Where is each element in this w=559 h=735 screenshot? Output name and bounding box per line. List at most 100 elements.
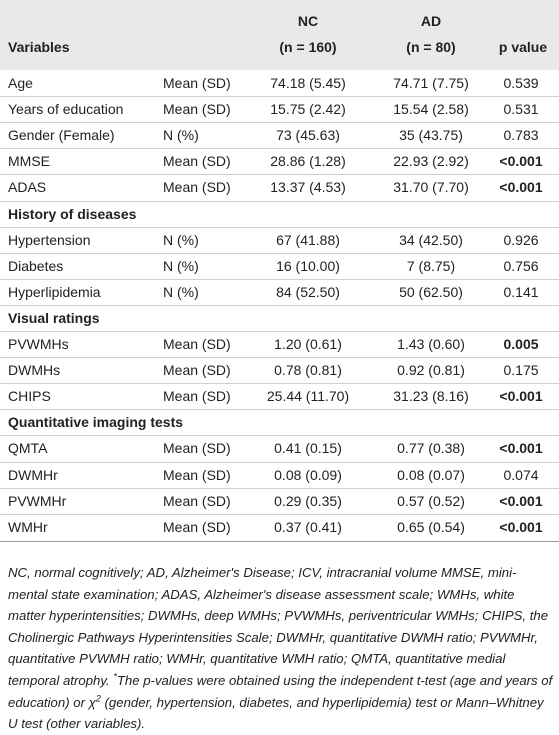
footnote-part: (gender, hypertension, diabetes, and hyp… [8,694,544,732]
variable: PVWMHr [8,492,67,509]
nc-value: 15.75 (2.42) [270,101,346,118]
variable: ADAS [8,179,47,196]
p-value: <0.001 [499,492,543,509]
ad-value: 31.70 (7.70) [393,179,469,196]
header-background [0,0,559,70]
variable: Gender (Female) [8,127,115,144]
p-value: 0.141 [503,283,539,300]
row-separator [0,487,559,489]
row-separator [0,383,559,385]
nc-value: 16 (10.00) [276,257,340,274]
header-ad-n: (n = 80) [406,39,456,55]
variable: PVWMHs [8,336,69,352]
p-value: 0.531 [503,101,539,118]
nc-value: 0.78 (0.81) [274,362,342,379]
variable: DWMHr [8,466,58,483]
p-value: <0.001 [499,388,543,405]
header-nc: NC [297,13,319,29]
variable: QMTA [8,440,48,457]
nc-value: 0.08 (0.09) [274,466,342,483]
header-nc-n: (n = 160) [279,39,337,55]
variable: DWMHs [8,362,61,379]
measure: Mean (SD) [163,518,231,535]
row-separator [0,304,559,306]
header-ad: AD [420,13,442,29]
p-value: 0.539 [503,75,539,91]
nc-value: 13.37 (4.53) [270,179,346,196]
ad-value: 0.65 (0.54) [397,518,465,535]
footnote: NC, normal cognitively; AD, Alzheimer's … [8,562,553,735]
ad-value: 0.92 (0.81) [397,362,465,379]
footnote-part: * [113,671,117,682]
ad-value: 31.23 (8.16) [393,388,469,405]
row-separator [0,278,559,280]
measure: Mean (SD) [163,388,231,405]
p-value: 0.756 [503,257,539,274]
row-separator [0,148,559,150]
variable: Hyperlipidemia [8,283,101,300]
header-variables: Variables [8,39,70,55]
ad-value: 15.54 (2.58) [393,101,469,118]
row-separator [0,174,559,176]
variable: Diabetes [8,257,64,274]
variable: Hypertension [8,231,91,248]
variable: WMHr [8,518,48,535]
nc-value: 0.37 (0.41) [274,518,342,535]
p-value: <0.001 [499,153,543,170]
ad-value: 50 (62.50) [399,283,463,300]
row-separator [0,513,559,515]
p-value: 0.175 [503,362,539,379]
measure: N (%) [163,127,199,144]
row-separator [0,331,559,332]
measure: Mean (SD) [163,466,231,483]
variable: CHIPS [8,388,51,405]
ad-value: 7 (8.75) [406,257,456,274]
ad-value: 35 (43.75) [399,127,463,144]
nc-value: 84 (52.50) [276,283,340,300]
measure: Mean (SD) [163,179,231,196]
row-separator [0,200,559,202]
ad-value: 34 (42.50) [399,231,463,248]
nc-value: 67 (41.88) [276,231,340,248]
nc-value: 74.18 (5.45) [270,75,346,91]
row-separator [0,122,559,124]
ad-value: 22.93 (2.92) [393,153,469,170]
footnote-part: The p-values were obtained using the ind… [8,672,553,710]
nc-value: 28.86 (1.28) [270,153,346,170]
nc-value: 25.44 (11.70) [266,388,350,405]
ad-value: 74.71 (7.75) [393,75,469,91]
row-separator [0,357,559,359]
footnote-part: NC, normal cognitively; AD, Alzheimer's … [8,565,549,688]
ad-value: 1.43 (0.60) [397,336,465,352]
table-bottom-line [0,540,559,542]
row-separator [0,409,559,411]
section-label: Visual ratings [8,309,100,326]
nc-value: 0.41 (0.15) [274,440,342,457]
row-separator [0,252,559,254]
variable: MMSE [8,153,50,170]
section-label: History of diseases [8,205,137,222]
row-separator [0,226,559,228]
nc-value: 73 (45.63) [276,127,340,144]
p-value: <0.001 [499,518,543,535]
footnote-part: 2 [95,693,101,704]
measure: Mean (SD) [163,440,231,457]
measure: Mean (SD) [163,153,231,170]
measure: Mean (SD) [163,492,231,509]
p-value: 0.926 [503,231,539,248]
variable: Years of education [8,101,124,118]
measure: Mean (SD) [163,362,231,379]
ad-value: 0.77 (0.38) [397,440,465,457]
section-label: Quantitative imaging tests [8,414,184,431]
p-value: 0.074 [503,466,539,483]
row-separator [0,435,559,437]
measure: Mean (SD) [163,336,231,352]
ad-value: 0.08 (0.07) [397,466,465,483]
p-value: 0.783 [503,127,539,144]
header-p: p value [498,39,548,55]
row-separator [0,461,559,463]
p-value: <0.001 [499,179,543,196]
measure: N (%) [163,257,199,274]
measure: Mean (SD) [163,75,231,91]
